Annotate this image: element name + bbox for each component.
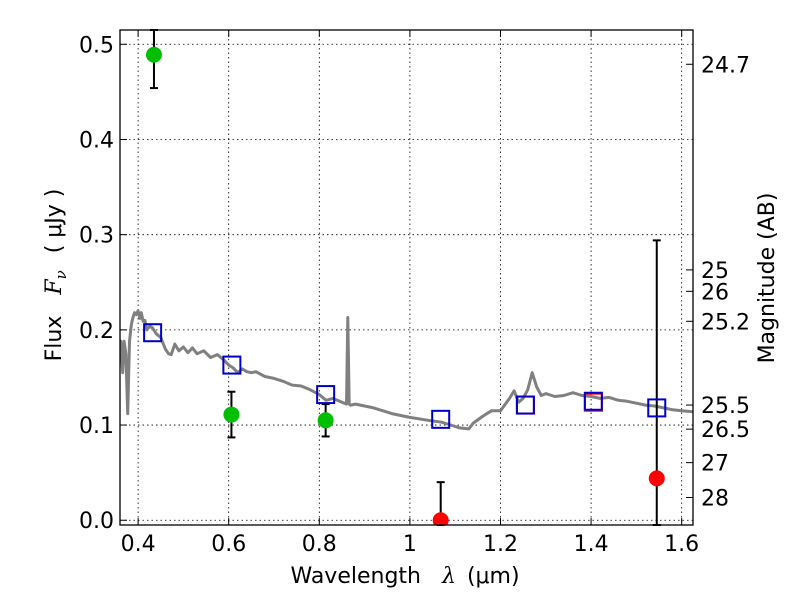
- y2-tick-label: 25.2: [701, 310, 750, 335]
- x-axis-symbol: λ: [441, 564, 456, 589]
- y-tick-label: 0.3: [79, 224, 114, 249]
- data-point-circle: [317, 412, 334, 429]
- y-tick-label: 0.4: [79, 128, 114, 153]
- y2-tick-label: 26.5: [701, 418, 750, 443]
- x-axis-title: Wavelength λ (μm): [290, 564, 519, 589]
- x-tick-label: 0.6: [211, 532, 246, 557]
- model-spectrum-line: [120, 309, 693, 431]
- data-point-circle: [432, 512, 449, 525]
- y-tick-label: 0.1: [79, 414, 114, 439]
- y2-tick-label: 26: [701, 280, 729, 305]
- y2-tick-label: 25: [701, 259, 729, 284]
- y2-tick-label: 24.7: [701, 53, 750, 78]
- data-point-circle: [145, 46, 162, 63]
- y-tick-label: 0.0: [79, 509, 114, 534]
- y-tick-label: 0.2: [79, 319, 114, 344]
- ticks: 0.4 0.6 0.8 1 1.2 1.4 1.6 0.0 0.1 0.2 0.3 0.4 0.5 24.…: [79, 30, 750, 557]
- data-point-square: [222, 355, 242, 375]
- x-tick-label: 0.8: [302, 532, 337, 557]
- data-point-circle: [648, 470, 665, 487]
- x-tick-label: 1.6: [664, 532, 699, 557]
- x-axis-label: Wavelength: [290, 564, 421, 589]
- x-tick-label: 1.4: [574, 532, 609, 557]
- y-axis-symbol: F: [42, 279, 67, 296]
- y2-tick-label: 27: [701, 452, 729, 477]
- grid-lines: [120, 30, 693, 525]
- plot-frame: [119, 29, 694, 526]
- data-point-square: [583, 391, 603, 411]
- data-point-square: [316, 385, 336, 405]
- x-tick-label: 0.4: [121, 532, 156, 557]
- y-tick-label: 0.5: [79, 33, 114, 58]
- y2-tick-label: 28: [701, 486, 729, 511]
- data-point-square: [431, 409, 451, 429]
- y-axis-subscript: ν: [52, 270, 70, 279]
- y2-tick-label: 25.5: [701, 394, 750, 419]
- data-point-square: [647, 398, 667, 418]
- y-axis-unit: ( μJy ): [42, 189, 67, 254]
- data-point-square: [143, 323, 163, 343]
- data-point-square: [515, 395, 535, 415]
- data-point-circle: [223, 406, 240, 423]
- data-point-square: [515, 395, 535, 415]
- y-axis-title: Flux Fν ( μJy ): [42, 189, 72, 362]
- y-axis-label: Flux: [42, 316, 67, 362]
- x-axis-unit: (μm): [467, 564, 520, 589]
- x-tick-label: 1: [403, 532, 417, 557]
- y2-axis-title: Magnitude (AB): [755, 193, 780, 364]
- x-tick-label: 1.2: [483, 532, 518, 557]
- plot-data: [120, 29, 693, 526]
